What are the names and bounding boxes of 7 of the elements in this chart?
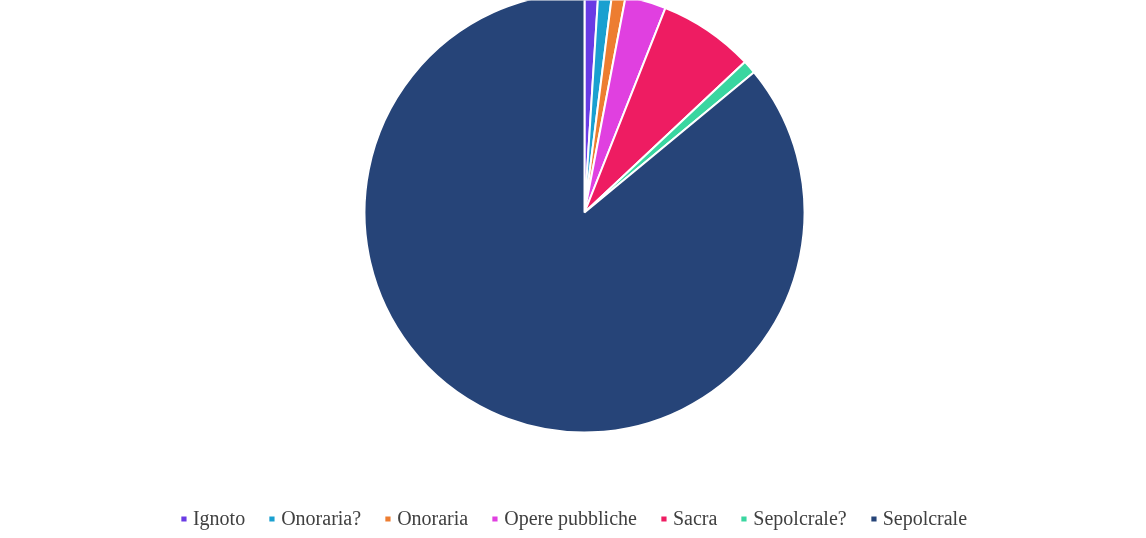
- legend-label: Sepolcrale: [882, 507, 968, 530]
- legend-label: Onoraria?: [281, 507, 362, 530]
- legend-label: Sacra: [672, 507, 718, 530]
- legend-label: Onoraria: [397, 507, 469, 530]
- legend-label: Ignoto: [192, 507, 246, 530]
- legend-label: Opere pubbliche: [504, 507, 637, 530]
- legend-label: Sepolcrale?: [753, 507, 847, 530]
